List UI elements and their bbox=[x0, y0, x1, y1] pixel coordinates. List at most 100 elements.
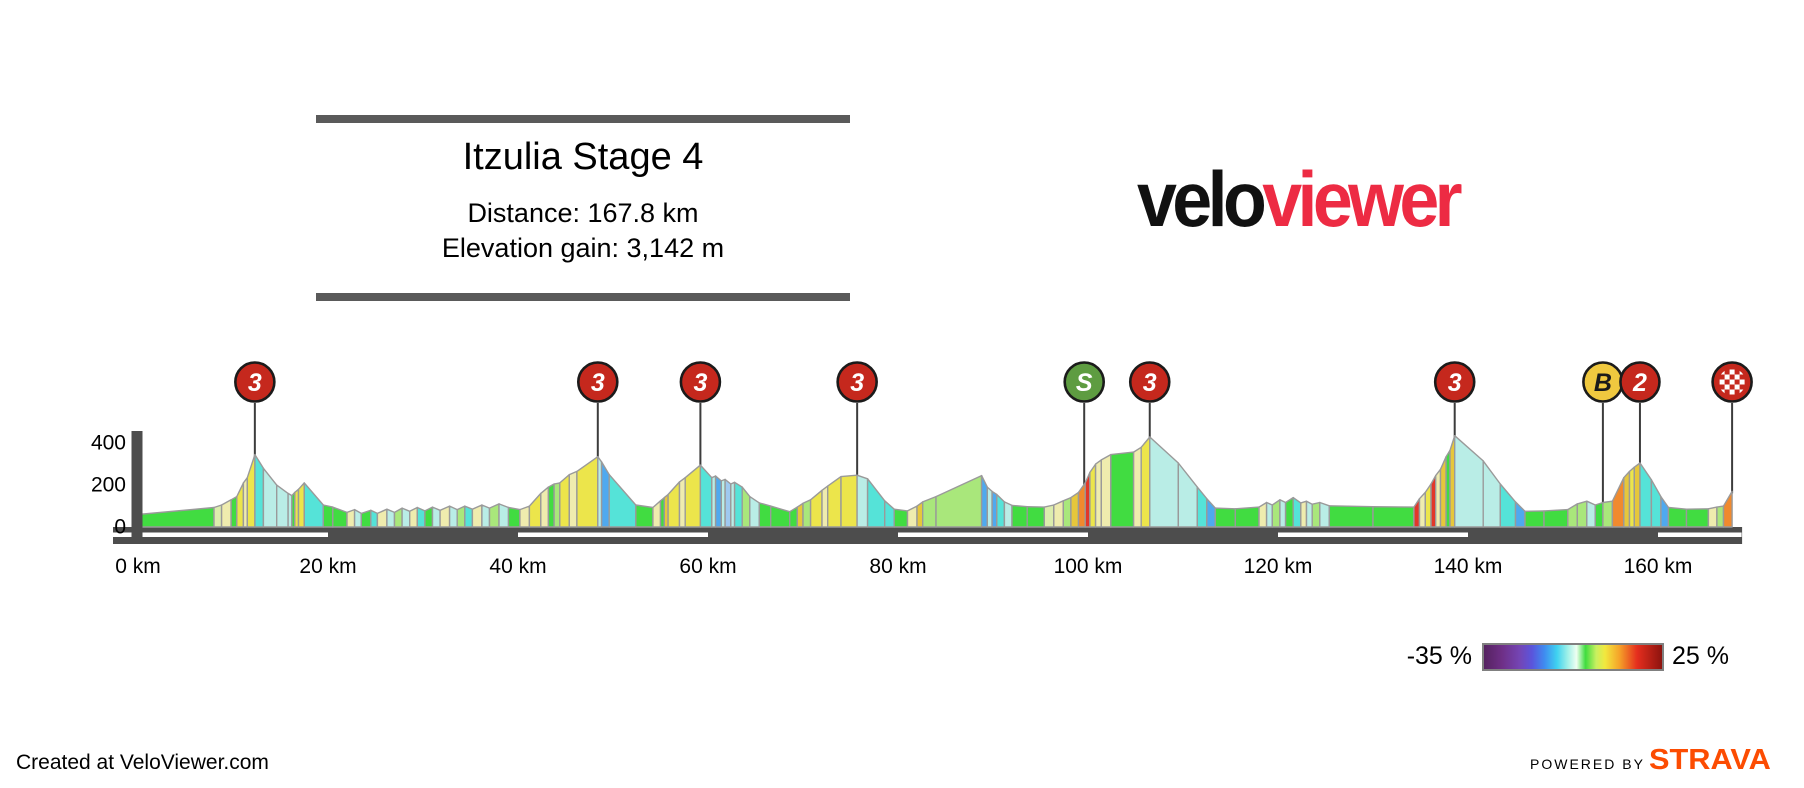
elevation-profile-segment bbox=[733, 481, 743, 528]
elevation-profile-segment bbox=[893, 508, 909, 528]
logo-viewer: viewer bbox=[1262, 155, 1462, 243]
elevation-profile-segment bbox=[996, 493, 1006, 528]
elevation-profile-segment bbox=[1372, 506, 1415, 528]
elevation-profile-segment bbox=[1430, 474, 1437, 528]
elevation-profile-segment bbox=[1453, 435, 1484, 528]
elevation-profile-segment bbox=[922, 495, 937, 528]
y-axis-bar bbox=[131, 431, 143, 544]
gradient-legend-bar bbox=[1482, 643, 1664, 671]
elevation-profile-segment bbox=[439, 505, 451, 528]
elevation-profile-segment bbox=[678, 477, 686, 528]
stage-elevation-label: Elevation gain: 3,142 m bbox=[441, 233, 725, 263]
elevation-profile-segment bbox=[547, 483, 555, 528]
climb-marker-cat3: 3 bbox=[1128, 361, 1171, 403]
elevation-profile-segment bbox=[360, 509, 372, 528]
elevation-profile-segment bbox=[559, 473, 570, 528]
elevation-profile-segment bbox=[866, 478, 886, 528]
elevation-profile-segment bbox=[1214, 507, 1237, 528]
title-rule-top bbox=[316, 115, 850, 123]
elevation-profile-segment bbox=[1722, 490, 1733, 528]
elevation-profile-segment bbox=[1003, 501, 1013, 528]
elevation-profile-segment bbox=[1149, 436, 1180, 528]
elevation-profile-segment bbox=[1011, 504, 1028, 528]
logo-velo: velo bbox=[1137, 155, 1267, 243]
elevation-profile-segment bbox=[1279, 499, 1287, 528]
elevation-profile-segment bbox=[1043, 504, 1055, 528]
elevation-profile-segment bbox=[1258, 501, 1268, 528]
elevation-profile-segment bbox=[464, 505, 474, 528]
elevation-profile-segment bbox=[1140, 436, 1151, 528]
elevation-profile-segment bbox=[1234, 506, 1260, 528]
legend-max-label: 25 % bbox=[1672, 642, 1729, 670]
elevation-profile-segment bbox=[1311, 501, 1321, 528]
elevation-profile-segment bbox=[276, 484, 289, 528]
elevation-profile-segment bbox=[519, 505, 531, 528]
marker-label: 3 bbox=[1143, 369, 1157, 397]
elevation-profile-segment bbox=[1576, 500, 1588, 528]
elevation-profile-segment bbox=[1449, 435, 1456, 528]
climb-marker-cat3: 3 bbox=[1433, 361, 1476, 403]
climb-marker-cat3: 3 bbox=[576, 361, 619, 403]
elevation-profile-segment bbox=[1424, 483, 1432, 528]
elevation-profile-segment bbox=[802, 499, 812, 528]
elevation-profile-segment bbox=[1514, 501, 1526, 528]
elevation-profile-segment bbox=[1206, 498, 1217, 528]
elevation-profile-segment bbox=[1026, 506, 1046, 528]
elevation-profile-segment bbox=[431, 506, 441, 528]
elevation-profile-segment bbox=[827, 475, 842, 528]
elevation-profile-segment bbox=[916, 501, 924, 528]
elevation-profile-segment bbox=[1284, 496, 1294, 528]
elevation-profile-segment bbox=[635, 504, 654, 528]
elevation-profile-segment bbox=[796, 502, 804, 528]
title-rule-bottom bbox=[316, 293, 850, 301]
elevation-profile-segment bbox=[884, 500, 895, 528]
marker-label: 3 bbox=[693, 369, 707, 397]
elevation-profile-segment bbox=[236, 482, 245, 528]
elevation-profile-segment bbox=[220, 499, 232, 528]
elevation-profile-segment bbox=[1132, 446, 1142, 528]
elevation-profile-segment bbox=[448, 505, 458, 528]
rug-band bbox=[898, 532, 1088, 537]
elevation-profile-segment bbox=[1524, 510, 1545, 528]
elevation-profile-segment bbox=[507, 506, 521, 528]
elevation-profile-segment bbox=[1623, 470, 1631, 528]
page-title: Itzulia Stage 4 bbox=[462, 136, 704, 178]
elevation-profile-segment bbox=[471, 504, 483, 528]
x-axis-label: 120 km bbox=[1244, 555, 1313, 578]
legend-min-label: -35 % bbox=[1406, 642, 1472, 670]
elevation-profile-segment bbox=[714, 475, 722, 528]
strava-logo: STRAVA bbox=[1649, 744, 1771, 776]
elevation-profile-segment bbox=[262, 467, 278, 528]
elevation-profile-segment bbox=[1567, 503, 1579, 528]
elevation-profile-segment bbox=[1089, 463, 1097, 528]
elevation-profile-segment bbox=[1265, 501, 1274, 528]
y-axis-label: 0 bbox=[114, 516, 126, 539]
rug-band bbox=[113, 532, 328, 537]
elevation-profile-segment bbox=[1328, 505, 1374, 528]
elevation-profile-segment bbox=[652, 500, 662, 528]
x-axis-label: 160 km bbox=[1624, 555, 1693, 578]
elevation-profile-segment bbox=[1100, 453, 1112, 528]
elevation-profile-segment bbox=[540, 486, 550, 528]
elevation-profile-segment bbox=[980, 474, 988, 528]
rug-band bbox=[1278, 532, 1468, 537]
x-axis-label: 60 km bbox=[679, 555, 736, 578]
marker-stems bbox=[253, 403, 1734, 505]
elevation-profile-segment bbox=[1196, 486, 1208, 528]
elevation-profile-segment bbox=[246, 453, 256, 528]
climb-marker-cat3: 3 bbox=[836, 361, 878, 403]
elevation-profile-segment bbox=[1110, 451, 1135, 528]
elevation-profile-segment bbox=[1070, 491, 1080, 528]
elevation-profile-segment bbox=[749, 495, 760, 528]
elevation-profile-segment bbox=[1300, 500, 1308, 528]
elevation-profile-segment bbox=[481, 504, 491, 528]
veloviewer-logo: veloviewer bbox=[1137, 160, 1463, 238]
elevation-profile-segment bbox=[1271, 499, 1281, 528]
elevation-profile-segment bbox=[376, 508, 388, 528]
marker-label: 3 bbox=[850, 369, 864, 397]
elevation-profile-segment bbox=[456, 505, 466, 528]
elevation-profile-segment bbox=[528, 492, 542, 528]
y-axis-label: 400 bbox=[91, 432, 126, 455]
elevation-profile-segment bbox=[699, 464, 713, 528]
footer-credit: Created at VeloViewer.com bbox=[16, 751, 269, 774]
